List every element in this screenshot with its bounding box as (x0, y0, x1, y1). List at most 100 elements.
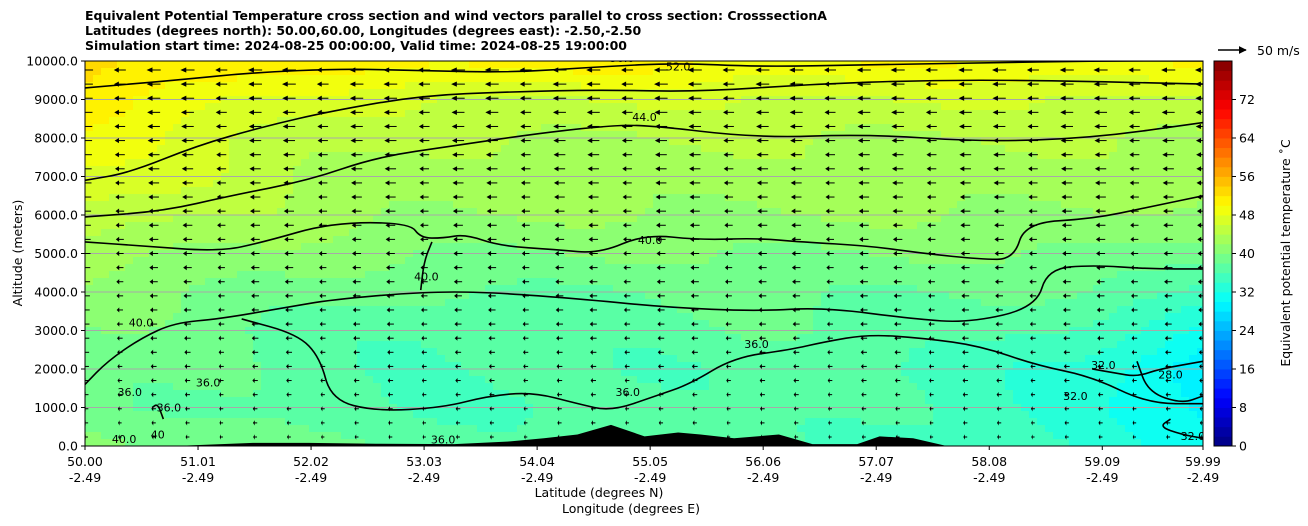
field-cell (701, 201, 710, 209)
field-cell (965, 103, 974, 111)
field-cell (317, 131, 326, 139)
field-cell (493, 61, 502, 69)
field-cell (1165, 138, 1174, 146)
field-cell (877, 257, 886, 265)
field-cell (133, 257, 142, 265)
field-cell (645, 152, 654, 160)
field-cell (149, 138, 158, 146)
field-cell (1077, 285, 1086, 293)
field-cell (869, 208, 878, 216)
field-cell (997, 180, 1006, 188)
field-cell (277, 124, 286, 132)
field-cell (541, 264, 550, 272)
field-cell (821, 236, 830, 244)
field-cell (197, 61, 206, 69)
field-cell (717, 89, 726, 97)
field-cell (781, 264, 790, 272)
field-cell (1149, 166, 1158, 174)
field-cell (1133, 145, 1142, 153)
field-cell (181, 201, 190, 209)
field-cell (957, 61, 966, 69)
field-cell (197, 292, 206, 300)
field-cell (877, 89, 886, 97)
field-cell (269, 257, 278, 265)
field-cell (1029, 152, 1038, 160)
field-cell (205, 229, 214, 237)
field-cell (877, 292, 886, 300)
field-cell (1061, 243, 1070, 251)
field-cell (381, 201, 390, 209)
field-cell (117, 61, 126, 69)
field-cell (733, 75, 742, 83)
field-cell (909, 264, 918, 272)
field-cell (1085, 166, 1094, 174)
field-cell (981, 117, 990, 125)
field-cell (365, 152, 374, 160)
field-cell (565, 110, 574, 118)
field-cell (661, 271, 670, 279)
field-cell (509, 138, 518, 146)
field-cell (245, 306, 254, 314)
field-cell (749, 103, 758, 111)
field-cell (1173, 159, 1182, 167)
field-cell (381, 124, 390, 132)
field-cell (1189, 187, 1198, 195)
field-cell (301, 194, 310, 202)
field-cell (485, 271, 494, 279)
field-cell (1061, 299, 1070, 307)
field-cell (1125, 201, 1134, 209)
field-cell (629, 180, 638, 188)
field-cell (197, 131, 206, 139)
field-cell (661, 131, 670, 139)
field-cell (85, 194, 94, 202)
field-cell (917, 117, 926, 125)
field-cell (565, 243, 574, 251)
field-cell (901, 152, 910, 160)
field-cell (397, 215, 406, 223)
field-cell (149, 110, 158, 118)
field-cell (757, 215, 766, 223)
field-cell (1157, 138, 1166, 146)
field-cell (1085, 201, 1094, 209)
field-cell (437, 215, 446, 223)
field-cell (157, 236, 166, 244)
field-cell (413, 61, 422, 69)
field-cell (1053, 131, 1062, 139)
field-cell (301, 180, 310, 188)
field-cell (701, 215, 710, 223)
field-cell (557, 299, 566, 307)
field-cell (629, 278, 638, 286)
field-cell (813, 138, 822, 146)
field-cell (1173, 299, 1182, 307)
field-cell (341, 61, 350, 69)
field-cell (1109, 68, 1118, 76)
field-cell (717, 243, 726, 251)
field-cell (845, 236, 854, 244)
field-cell (749, 264, 758, 272)
field-cell (821, 229, 830, 237)
field-cell (1117, 292, 1126, 300)
field-cell (1181, 159, 1190, 167)
field-cell (933, 222, 942, 230)
field-cell (1085, 236, 1094, 244)
field-cell (205, 257, 214, 265)
field-cell (653, 117, 662, 125)
field-cell (405, 271, 414, 279)
field-cell (741, 222, 750, 230)
field-cell (437, 201, 446, 209)
field-cell (693, 117, 702, 125)
field-cell (941, 75, 950, 83)
field-cell (1037, 257, 1046, 265)
field-cell (1181, 187, 1190, 195)
field-cell (525, 89, 534, 97)
field-cell (901, 243, 910, 251)
field-cell (645, 103, 654, 111)
field-cell (1125, 75, 1134, 83)
field-cell (853, 229, 862, 237)
field-cell (565, 208, 574, 216)
field-cell (437, 264, 446, 272)
field-cell (765, 215, 774, 223)
field-cell (205, 180, 214, 188)
field-cell (1029, 229, 1038, 237)
